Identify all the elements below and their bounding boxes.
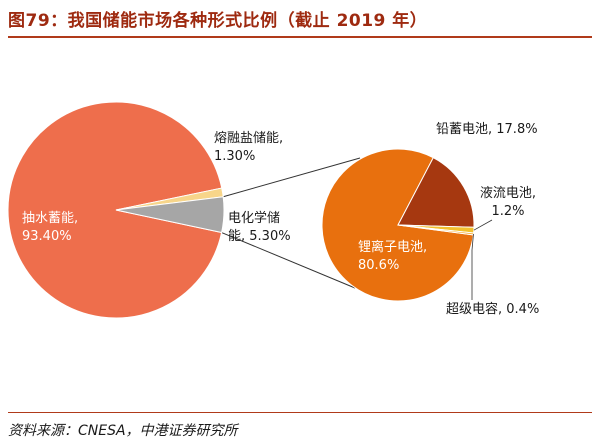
label-molten-salt: 熔融盐储能, 1.30% xyxy=(214,131,283,164)
label-pumped-hydro: 抽水蓄能, 93.40% xyxy=(22,211,78,244)
label-lithium-ion: 锂离子电池, 80.6% xyxy=(358,239,427,273)
leader-line-flow xyxy=(473,219,493,231)
label-electrochemical: 电化学储能, 5.30% xyxy=(228,210,291,244)
label-flow-battery: 液流电池, 1.2% xyxy=(480,186,536,219)
slice-labels: 抽水蓄能, 93.40% 熔融盐储能, 1.30% 电化学储能, 5.30% 锂离子电池,… xyxy=(22,122,539,317)
source-note: 资料来源：CNESA，中港证券研究所 xyxy=(8,423,238,439)
connector-line-top xyxy=(223,157,361,198)
main-slice-2 xyxy=(115,196,225,234)
sub-slice-1 xyxy=(397,157,475,228)
connector-lines xyxy=(221,157,361,289)
chart-title: 图79：我国储能市场各种形式比例（截止 2019 年） xyxy=(8,11,428,31)
title-divider xyxy=(8,36,592,38)
main-slice-0 xyxy=(7,101,223,319)
footer-divider xyxy=(8,412,592,413)
connector-line-bottom xyxy=(221,232,356,289)
label-lead-acid: 铅蓄电池, 17.8% xyxy=(436,122,538,137)
sub-pie xyxy=(321,148,475,302)
main-pie xyxy=(7,101,225,319)
leader-line-supercap xyxy=(471,233,474,300)
label-supercapacitor: 超级电容, 0.4% xyxy=(446,301,539,317)
